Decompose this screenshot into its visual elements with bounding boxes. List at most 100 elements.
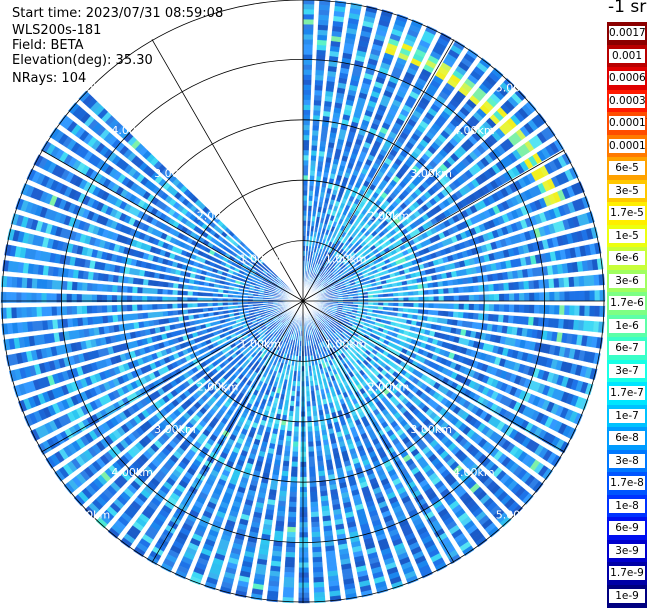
ppi-cell — [285, 562, 295, 568]
ppi-cell — [463, 312, 469, 318]
ppi-cell — [498, 283, 504, 291]
ppi-cell — [314, 587, 325, 593]
ppi-cell — [294, 432, 299, 437]
ppi-cell — [454, 295, 459, 301]
ppi-cell — [404, 303, 409, 307]
ppi-cell — [286, 552, 296, 557]
ppi-cell — [519, 304, 524, 312]
ppi-cell — [301, 462, 307, 467]
ppi-cell — [300, 472, 307, 477]
ppi-cell — [310, 477, 317, 482]
ppi-cell — [283, 461, 290, 467]
ppi-cell — [312, 537, 321, 543]
ppi-cell — [288, 512, 296, 517]
ppi-cell — [312, 527, 321, 533]
ppi-cell — [288, 421, 293, 426]
ppi-cell — [303, 195, 307, 200]
ppi-cell — [301, 467, 307, 472]
ppi-cell — [309, 467, 316, 472]
ppi-cell — [312, 125, 319, 130]
ppi-cell — [484, 304, 489, 311]
ppi-cell — [418, 309, 423, 314]
ppi-cell — [292, 462, 298, 467]
ppi-cell — [523, 316, 529, 325]
ppi-cell — [315, 70, 324, 76]
ppi-cell — [302, 397, 306, 402]
ppi-cell — [473, 313, 479, 320]
ppi-cell — [303, 19, 313, 24]
ppi-cell — [439, 296, 444, 301]
ppi-cell — [419, 303, 424, 308]
ppi-cell — [458, 286, 463, 292]
ppi-cell — [579, 305, 584, 316]
ppi-cell — [303, 210, 306, 215]
ppi-cell — [316, 45, 326, 51]
ppi-cell — [311, 522, 320, 527]
ppi-cell — [300, 517, 308, 522]
ppi-cell — [284, 572, 294, 578]
ppi-cell — [301, 407, 305, 412]
ppi-cell — [303, 24, 313, 29]
ppi-cell — [438, 310, 443, 316]
ppi-cell — [287, 532, 296, 537]
ppi-cell — [509, 282, 515, 290]
ppi-cell — [288, 517, 296, 522]
ppi-cell — [311, 502, 319, 507]
ppi-cell — [559, 277, 565, 287]
ppi-cell — [443, 311, 448, 317]
ppi-cell — [303, 110, 310, 115]
ppi-cell — [303, 14, 314, 19]
ppi-cell — [310, 472, 317, 477]
ppi-cell — [499, 304, 504, 312]
ppi-cell — [292, 457, 298, 462]
ppi-cell — [514, 304, 519, 312]
ppi-cell — [285, 557, 295, 562]
ppi-cell — [299, 553, 309, 558]
ppi-cell — [316, 50, 326, 56]
ppi-cell — [318, 151, 324, 157]
ppi-cell — [529, 280, 535, 289]
ppi-cell — [317, 35, 327, 41]
ppi-cell — [429, 296, 434, 301]
ppi-cell — [494, 304, 499, 311]
ppi-cell — [489, 294, 494, 301]
ppi-cell — [284, 577, 295, 583]
ppi-cell — [559, 305, 564, 315]
ppi-cell — [300, 507, 308, 512]
ppi-cell — [303, 145, 309, 150]
ppi-cell — [494, 294, 499, 301]
ppi-cell — [413, 309, 418, 314]
ppi-cell — [318, 15, 329, 21]
ppi-cell — [464, 295, 469, 301]
ppi-cell — [433, 289, 438, 294]
ppi-cell — [308, 195, 312, 200]
ppi-cell — [594, 274, 600, 285]
ppi-cell — [303, 34, 313, 39]
ppi-cell — [289, 502, 297, 507]
ppi-cell — [574, 305, 579, 315]
ppi-cell — [443, 288, 448, 294]
ppi-cell — [448, 311, 453, 317]
ppi-cell — [459, 295, 464, 301]
ppi-cell — [319, 471, 326, 477]
ppi-cell — [287, 537, 296, 542]
ppi-cell — [303, 54, 312, 59]
ppi-cell — [287, 426, 292, 431]
ppi-cell — [312, 547, 322, 553]
ppi-cell — [284, 451, 290, 457]
ppi-cell — [282, 471, 289, 477]
ppi-cell — [299, 578, 309, 583]
ppi-cell — [504, 293, 509, 301]
ppi-cell — [287, 431, 292, 437]
ppi-cell — [310, 155, 316, 160]
ppi-cell — [313, 567, 323, 573]
ppi-cell — [303, 69, 312, 74]
ppi-cell — [296, 406, 300, 411]
ppi-cell — [318, 156, 324, 162]
ppi-cell — [303, 165, 308, 170]
ppi-cell — [308, 421, 313, 426]
ppi-cell — [288, 522, 297, 527]
ppi-cell — [433, 310, 438, 315]
ppi-cell — [300, 477, 307, 482]
ppi-cell — [574, 276, 580, 287]
